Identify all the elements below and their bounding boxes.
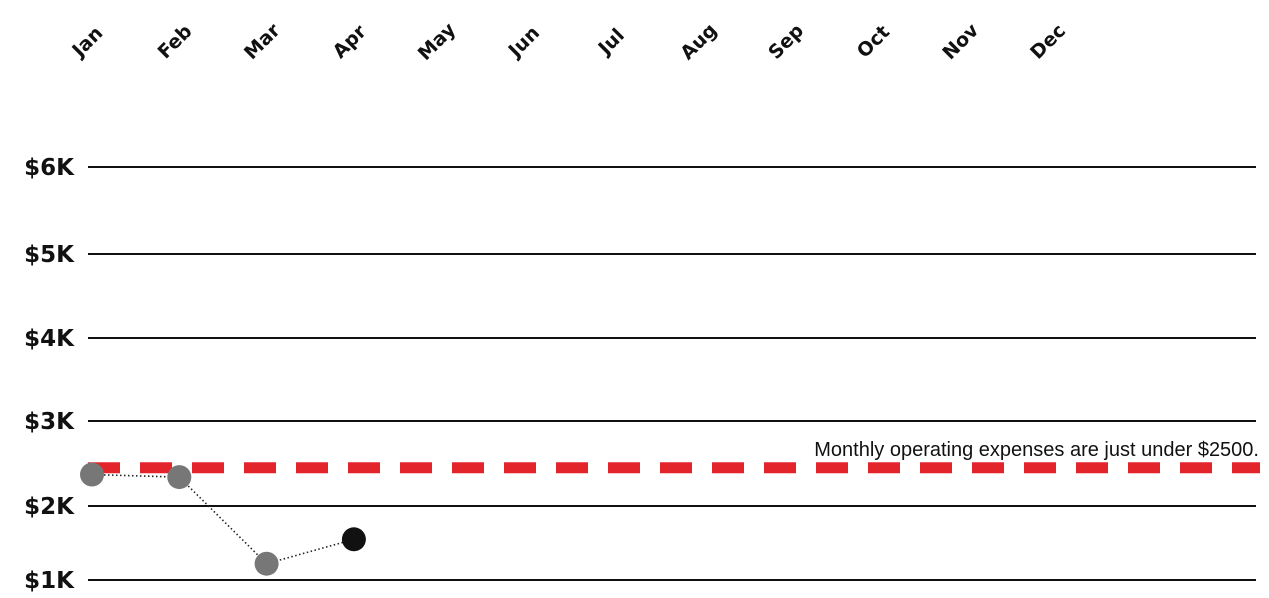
y-tick-label: $4K	[24, 326, 75, 352]
series-connector-line	[91, 473, 355, 565]
month-label-dec: Dec	[1026, 20, 1070, 64]
month-label-oct: Oct	[853, 21, 894, 62]
y-tick-label: $3K	[24, 409, 75, 435]
y-tick-label: $2K	[24, 494, 75, 520]
month-label-jul: Jul	[593, 24, 629, 60]
data-point-jan	[80, 462, 104, 487]
y-tick-label: $5K	[24, 242, 75, 268]
month-label-sep: Sep	[764, 20, 808, 64]
data-point-mar	[254, 551, 279, 576]
month-label-jan: Jan	[67, 22, 108, 63]
month-label-may: May	[414, 18, 461, 65]
reference-line-annotation: Monthly operating expenses are just unde…	[814, 439, 1259, 461]
month-label-nov: Nov	[938, 19, 983, 64]
reference-line-group: Monthly operating expenses are just unde…	[88, 439, 1260, 474]
month-label-apr: Apr	[329, 20, 372, 63]
expense-series	[80, 462, 366, 576]
month-label-feb: Feb	[154, 20, 197, 63]
data-point-feb	[167, 465, 192, 490]
x-axis-labels: Jan Feb Mar Apr May Jun Jul Aug Sep Oct Nov Dec	[67, 18, 1070, 65]
data-point-apr	[341, 527, 366, 552]
y-tick-label: $6K	[24, 155, 75, 181]
y-tick-label: $1K	[24, 568, 75, 594]
month-label-jun: Jun	[503, 22, 544, 63]
y-axis-labels: $1K $2K $3K $4K $5K $6K	[24, 155, 75, 594]
month-label-aug: Aug	[676, 19, 721, 64]
gridlines	[88, 166, 1256, 581]
month-label-mar: Mar	[240, 19, 285, 64]
